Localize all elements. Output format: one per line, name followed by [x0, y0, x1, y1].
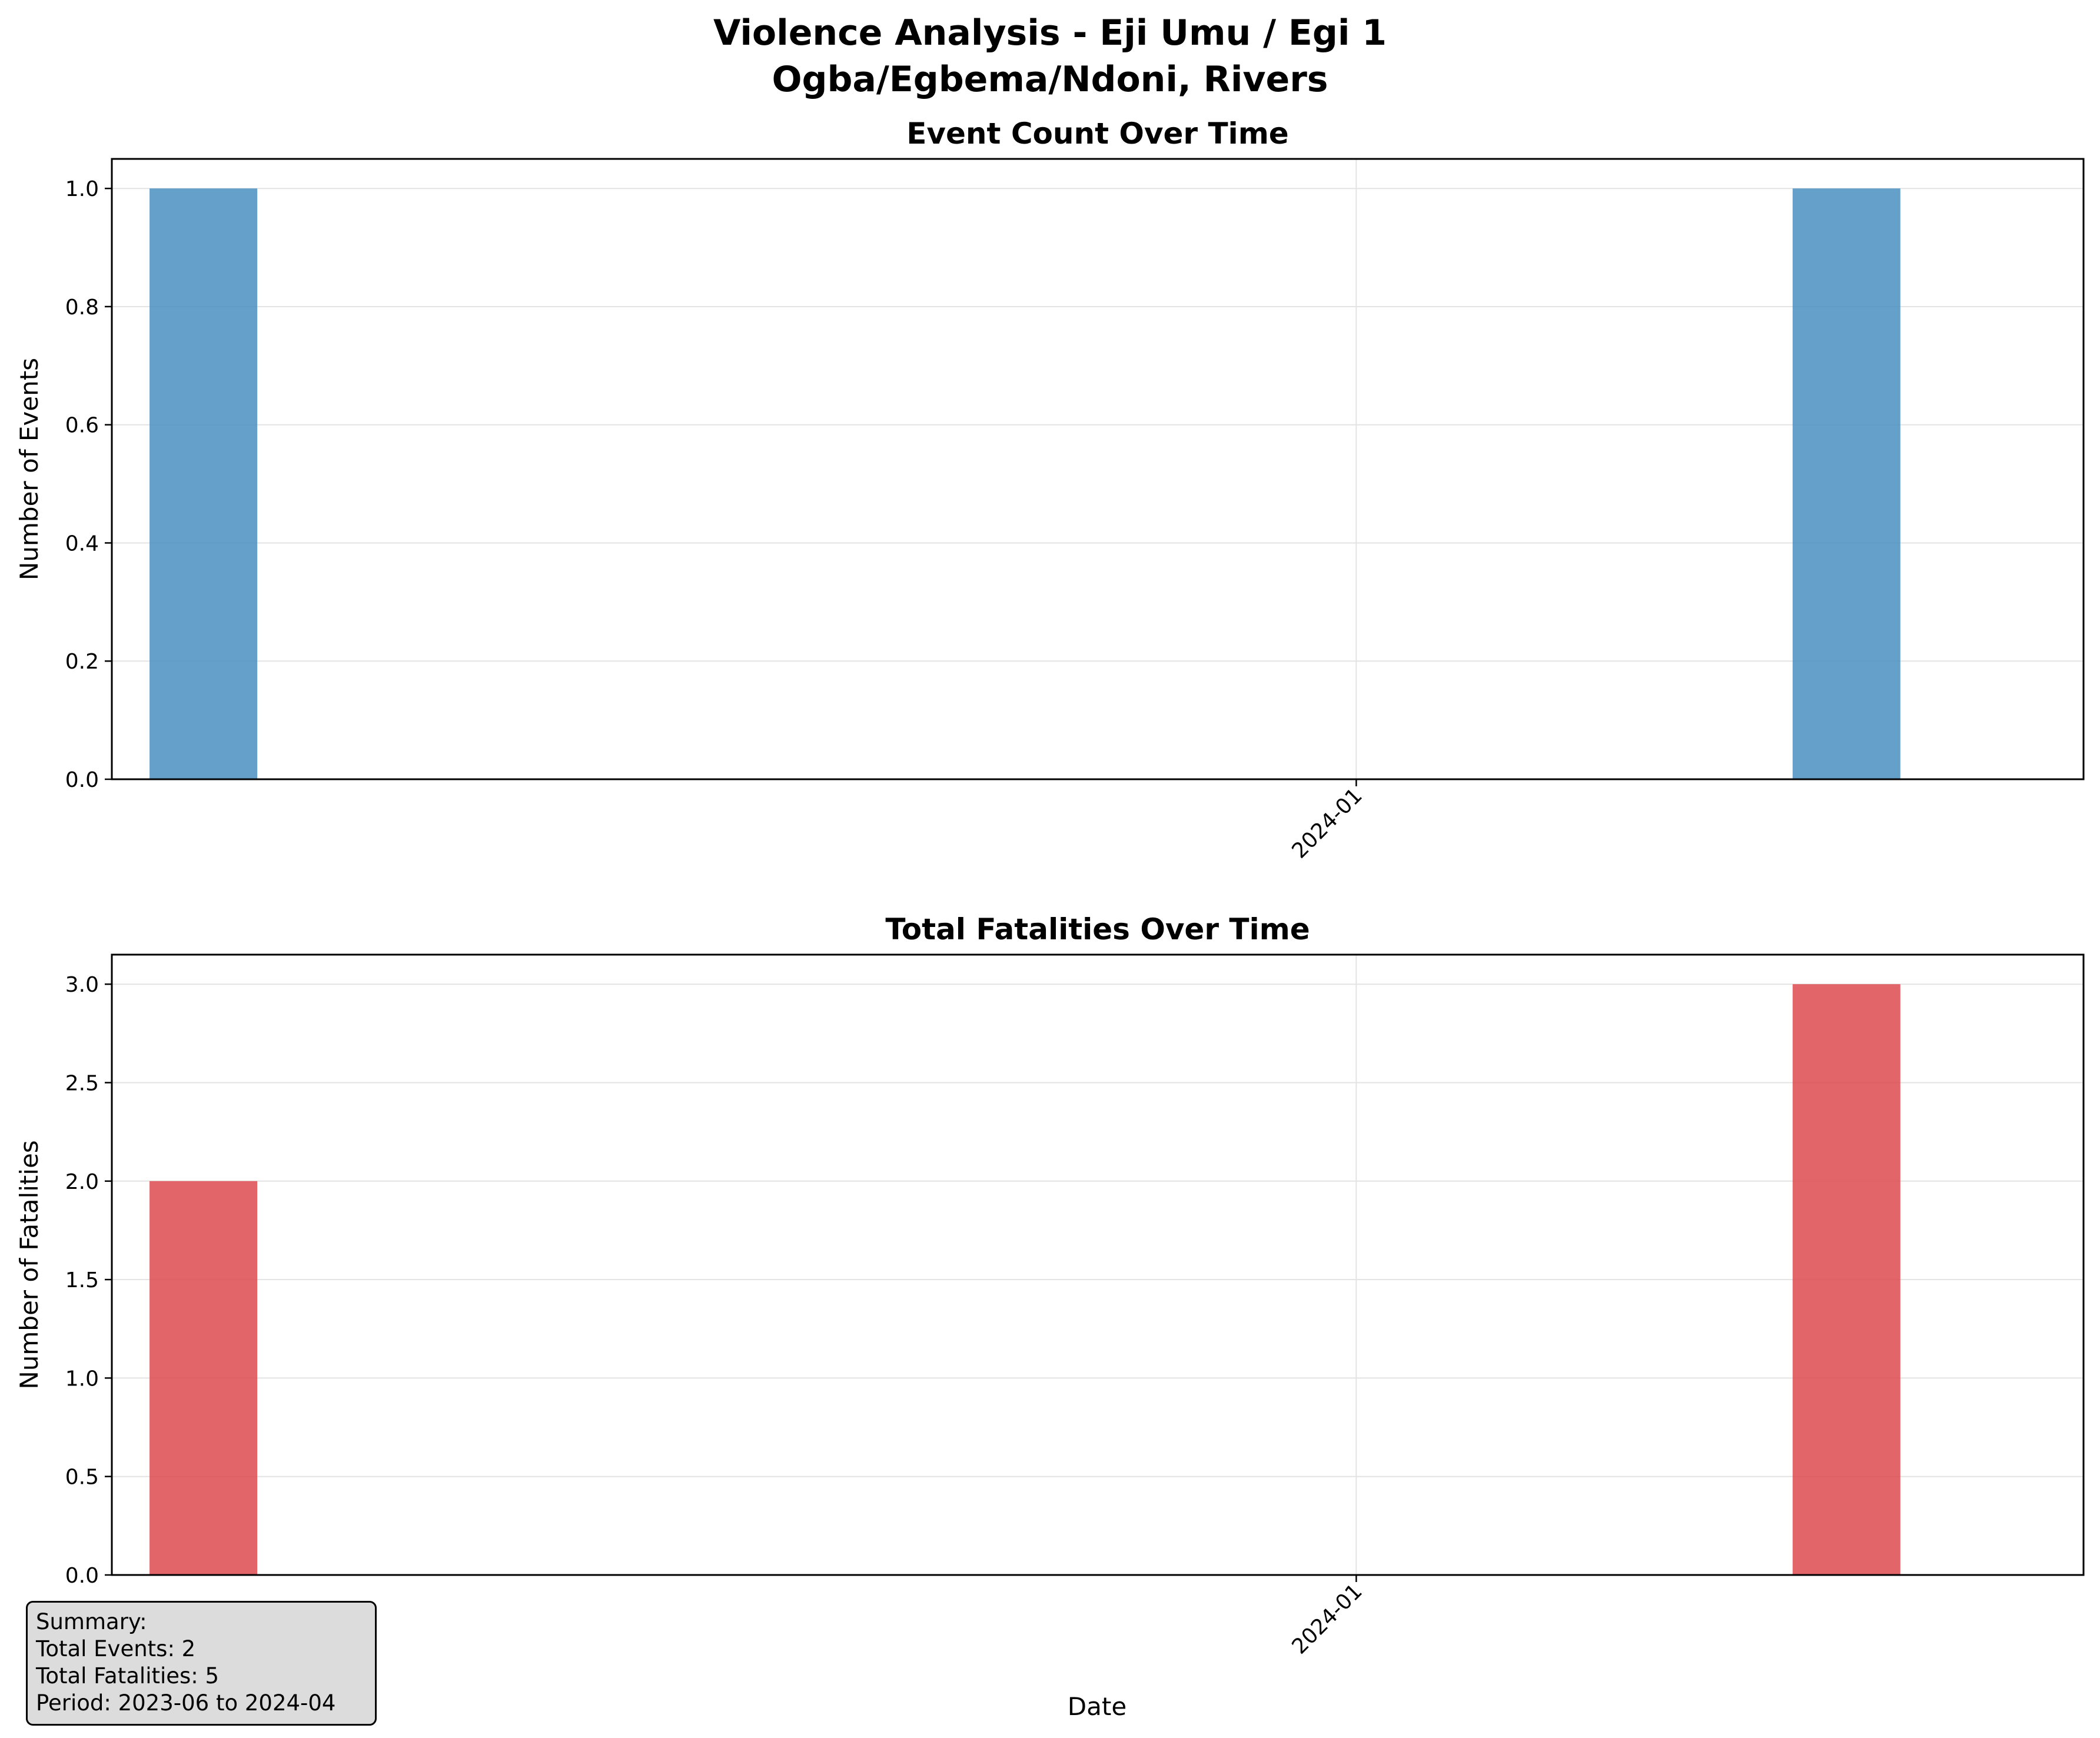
figure-title-line2: Ogba/Egbema/Ndoni, Rivers: [772, 59, 1328, 100]
event-count-panel: 0.0 0.2 0.4 0.6 0.8 1.0 2024-01 Event Count Ove…: [15, 117, 2085, 863]
events-ytick-label-1: 0.2: [65, 650, 99, 674]
fatalities-ytick-label-5: 2.5: [65, 1071, 99, 1095]
fatalities-panel: 0.0 0.5 1.0 1.5 2.0 2.5 3.0 2024-01 Total Fatali…: [15, 912, 2085, 1659]
summary-heading: Summary:: [36, 1609, 147, 1634]
events-ytick-label-2: 0.4: [65, 531, 99, 556]
events-panel-title: Event Count Over Time: [906, 117, 1288, 151]
events-bar-1: [1792, 188, 1900, 779]
events-ytick-label-0: 0.0: [65, 768, 99, 792]
figure-x-axis-label: Date: [1068, 1692, 1127, 1721]
fatalities-bar-1: [1792, 984, 1900, 1575]
fatalities-ytick-label-6: 3.0: [65, 973, 99, 997]
events-ytick-label-3: 0.6: [65, 414, 99, 438]
fatalities-ytick-label-4: 2.0: [65, 1170, 99, 1194]
fatalities-panel-title: Total Fatalities Over Time: [885, 912, 1310, 946]
events-y-axis-label: Number of Events: [15, 358, 44, 580]
events-axes-frame: [111, 158, 2085, 780]
events-ytick-label-5: 1.0: [65, 177, 99, 201]
figure-title-line1: Violence Analysis - Eji Umu / Egi 1: [713, 12, 1387, 54]
fatalities-ytick-label-0: 0.0: [65, 1564, 99, 1588]
fatalities-y-axis-label: Number of Fatalities: [15, 1140, 44, 1389]
events-bar-0: [149, 188, 258, 779]
fatalities-ytick-label-3: 1.5: [65, 1268, 99, 1292]
fatalities-axes-frame: [111, 953, 2085, 1576]
events-xtick-label-0: 2024-01: [1287, 783, 1367, 863]
summary-box: Summary: Total Events: 2 Total Fatalitie…: [26, 1601, 377, 1726]
summary-period: Period: 2023-06 to 2024-04: [36, 1690, 336, 1716]
events-ytick-label-4: 0.8: [65, 295, 99, 320]
summary-total-fatalities: Total Fatalities: 5: [36, 1663, 220, 1689]
fatalities-ytick-label-1: 0.5: [65, 1465, 99, 1490]
fatalities-xtick-label-0: 2024-01: [1287, 1579, 1367, 1659]
fatalities-ytick-label-2: 1.0: [65, 1367, 99, 1391]
fatalities-bar-0: [149, 1181, 258, 1575]
summary-total-events: Total Events: 2: [36, 1636, 196, 1661]
